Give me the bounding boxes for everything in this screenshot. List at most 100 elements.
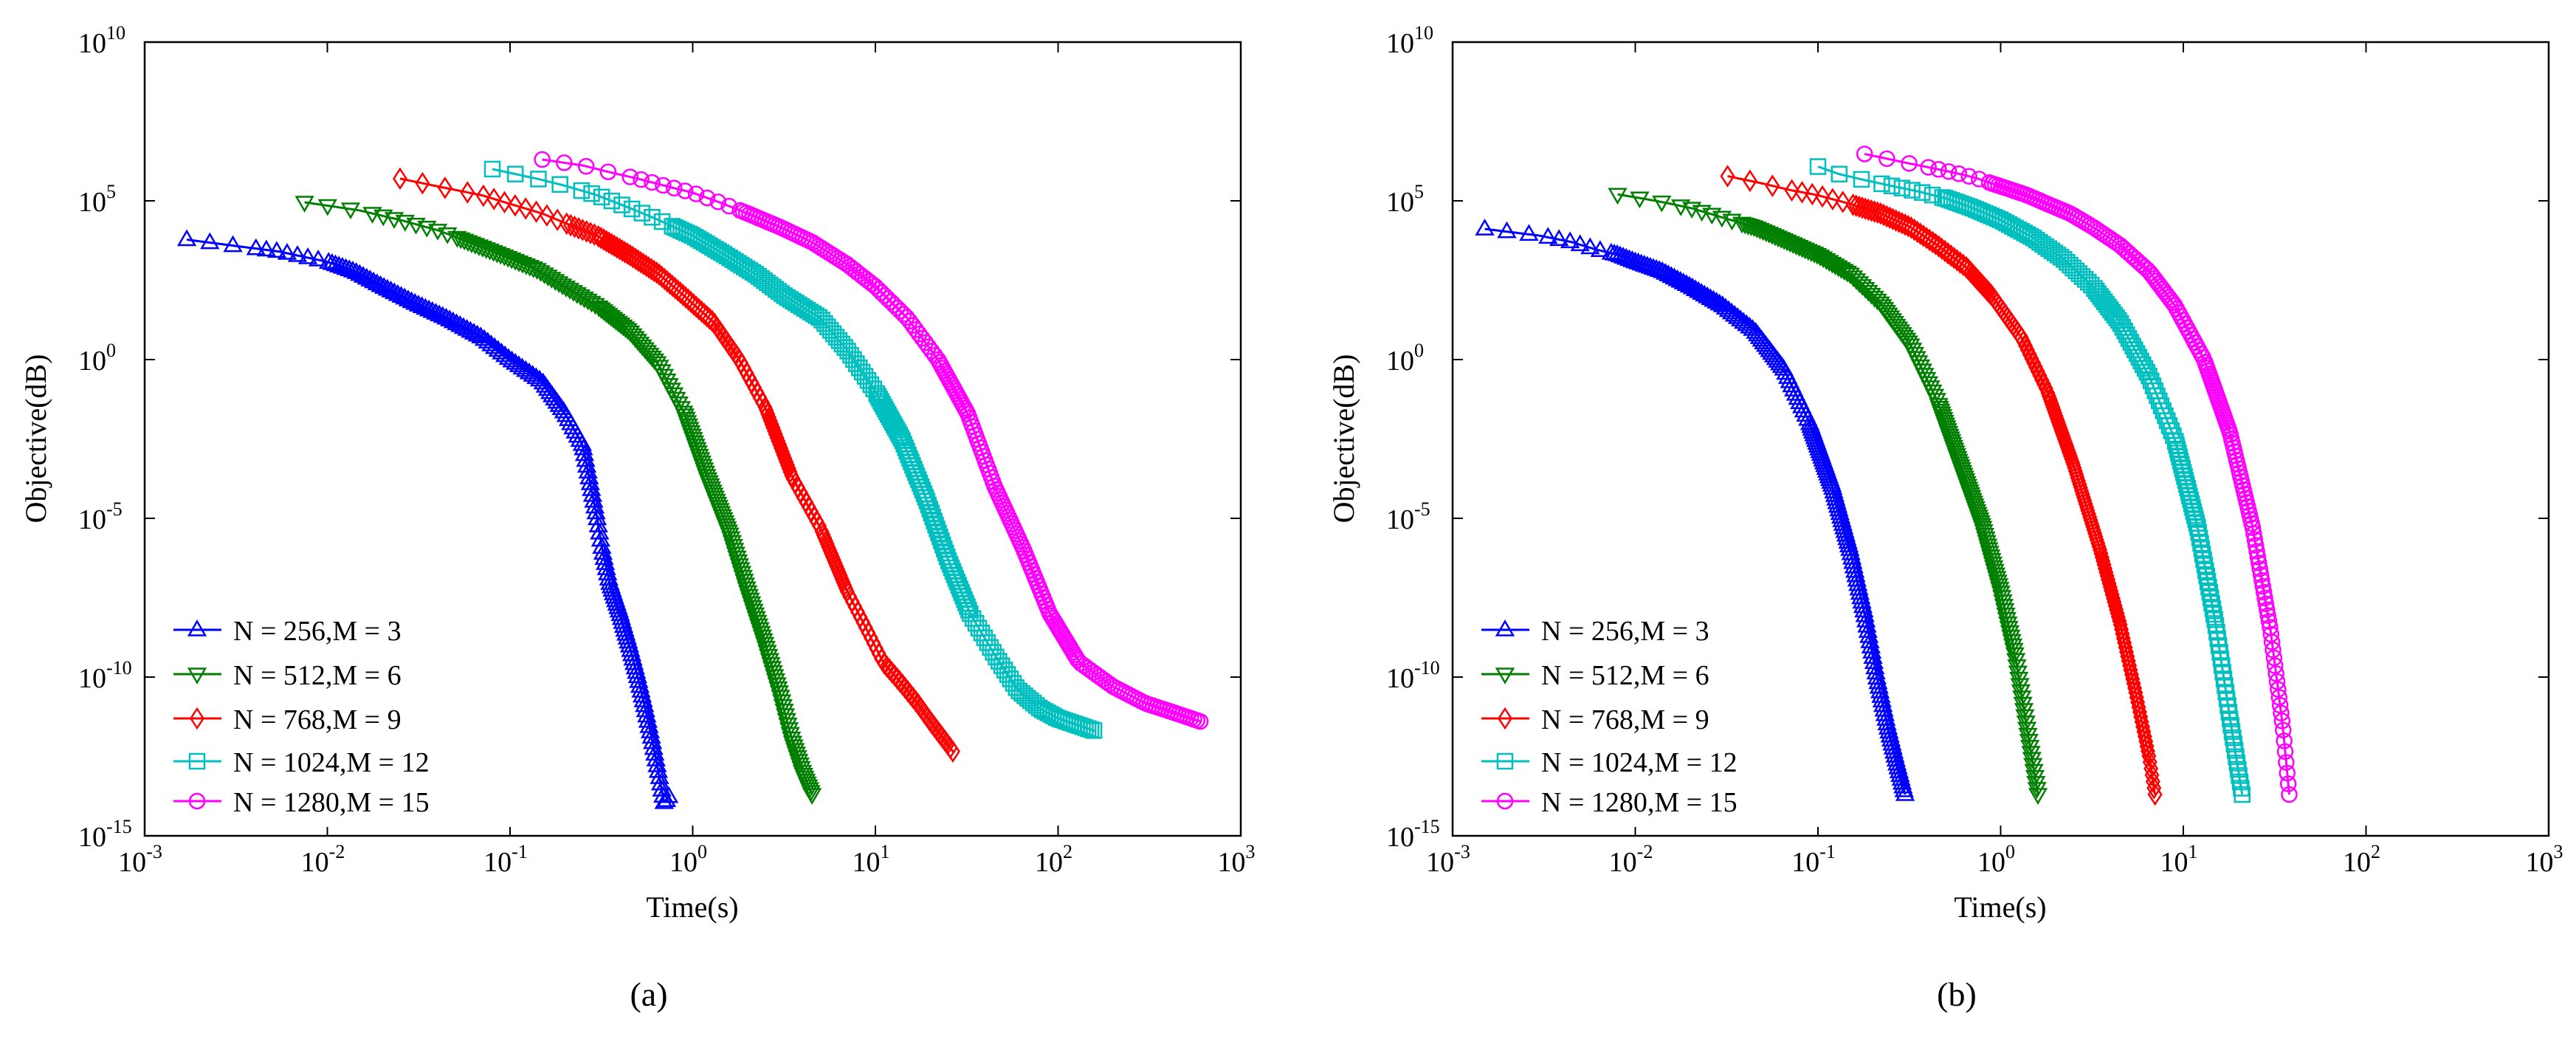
data-point [2231, 767, 2248, 784]
data-point [317, 199, 337, 216]
data-point [590, 522, 610, 540]
data-point [2099, 564, 2115, 588]
data-point [892, 303, 909, 320]
legend-marker [190, 707, 204, 730]
data-point [550, 208, 565, 232]
data-point [1889, 761, 1909, 778]
data-point [1849, 276, 1870, 293]
legend-marker-shape [1498, 707, 1512, 730]
data-point [654, 792, 674, 809]
data-point [780, 727, 800, 744]
x-tick-label: 101 [2160, 841, 2198, 878]
x-tick-label: 103 [1218, 841, 1256, 878]
data-point [2231, 773, 2249, 791]
data-point [599, 163, 617, 180]
data-point [2222, 716, 2239, 734]
data-point [2028, 232, 2045, 249]
data-point [2202, 589, 2219, 607]
data-point [1831, 507, 1851, 524]
data-point [2093, 538, 2108, 561]
data-point [610, 604, 630, 622]
data-point [2251, 560, 2268, 577]
data-point [760, 653, 779, 670]
x-tick-label: 102 [2343, 841, 2380, 878]
legend-label: N = 512,M = 6 [1541, 660, 1709, 691]
legend: N = 256,M = 3 N = 512,M = 6 N = 768,M = … [1472, 605, 1819, 827]
data-point [920, 338, 937, 355]
data-point [2146, 776, 2162, 800]
data-point [1765, 174, 1780, 197]
data-point [2022, 752, 2042, 769]
data-point [2094, 546, 2110, 569]
data-point [1990, 582, 2010, 599]
series-layer [176, 151, 1209, 809]
data-point [765, 669, 785, 687]
legend-label: N = 768,M = 9 [233, 704, 402, 735]
data-point [478, 332, 497, 349]
data-point [1833, 513, 1853, 531]
data-point [1890, 765, 1910, 783]
data-point [2271, 696, 2289, 714]
data-point [2267, 665, 2284, 682]
data-point [2228, 755, 2246, 772]
data-point [2027, 782, 2047, 799]
data-point [753, 270, 770, 287]
data-point [988, 648, 1005, 665]
data-point [556, 154, 573, 171]
data-point [775, 708, 796, 726]
data-point [2110, 605, 2126, 628]
data-point [588, 515, 608, 532]
data-point [1924, 186, 1941, 204]
data-point [575, 219, 590, 241]
data-point [756, 640, 776, 658]
series-blue [1475, 219, 1915, 801]
data-point [650, 773, 671, 791]
x-tick-label: 100 [1977, 841, 2015, 878]
data-point [2276, 732, 2293, 749]
data-point [2019, 734, 2039, 751]
data-point [287, 245, 308, 262]
data-point [1608, 188, 1628, 205]
data-point [1794, 181, 1810, 204]
data-point [573, 182, 590, 199]
legend-marker [1495, 667, 1515, 684]
data-point [1830, 503, 1850, 521]
legend-item: N = 768,M = 9 [1481, 704, 1709, 735]
data-point [1670, 199, 1691, 216]
data-point [2140, 740, 2155, 763]
data-point [2244, 519, 2262, 537]
data-point [885, 296, 903, 314]
legend-item: N = 256,M = 3 [1481, 616, 1709, 647]
legend-label: N = 1280,M = 15 [233, 787, 430, 818]
data-point [1991, 586, 2011, 603]
data-point [2222, 710, 2239, 727]
data-point [907, 321, 925, 338]
data-point [559, 212, 574, 236]
data-point [1960, 168, 1977, 185]
data-point [2255, 583, 2273, 601]
data-point [687, 185, 705, 202]
data-point [2005, 647, 2025, 665]
data-point [2192, 535, 2209, 552]
data-point [1891, 769, 1911, 786]
data-point [2138, 363, 2156, 381]
data-point [1784, 179, 1800, 202]
data-point [2254, 577, 2272, 595]
legend-marker-shape [187, 667, 207, 684]
data-point [2095, 549, 2111, 572]
legend-item: N = 512,M = 6 [173, 660, 402, 691]
data-point [613, 611, 633, 629]
data-point [2040, 240, 2058, 258]
series-blue [176, 229, 679, 809]
data-point [917, 334, 934, 351]
data-point [1828, 495, 1848, 513]
data-point [1883, 177, 1901, 195]
legend-marker [1498, 707, 1512, 730]
data-point [2126, 250, 2144, 267]
data-point [616, 623, 636, 641]
data-point [1994, 599, 2014, 616]
data-point [200, 232, 220, 250]
data-point [2028, 788, 2048, 806]
data-point [1920, 159, 1937, 176]
data-point [2132, 255, 2150, 273]
